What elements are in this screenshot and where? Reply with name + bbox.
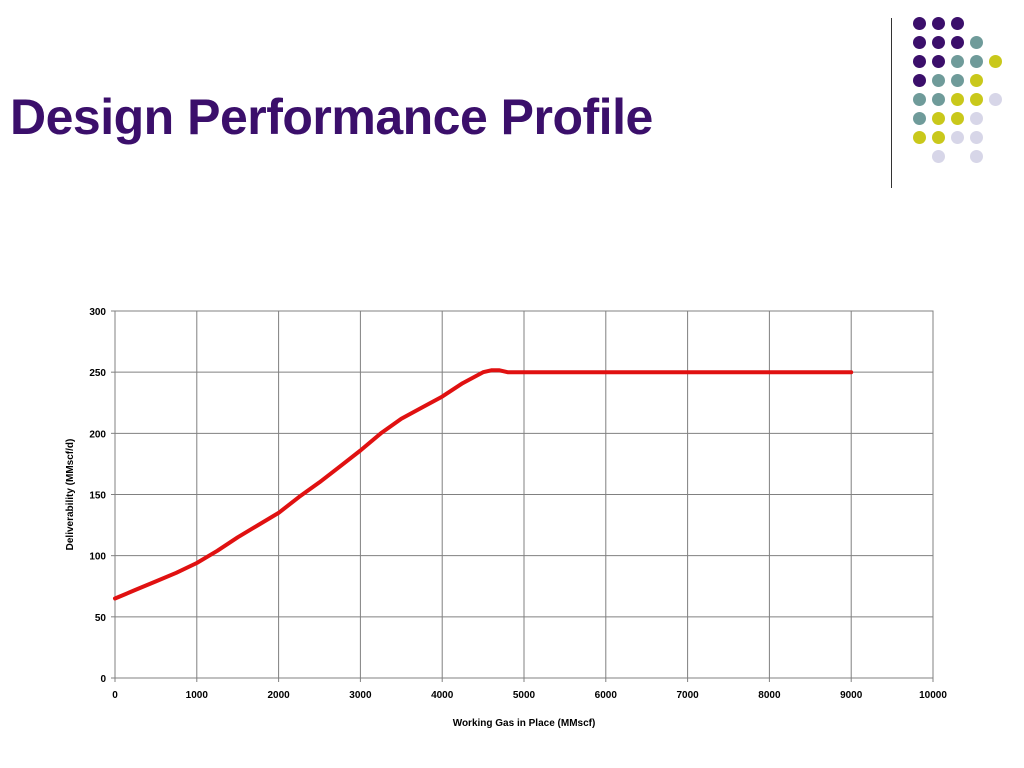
x-tick-label: 0 xyxy=(112,690,118,701)
x-tick-label: 5000 xyxy=(513,690,536,701)
decorative-vertical-divider xyxy=(891,18,892,188)
chart-grid xyxy=(114,310,934,679)
y-tick-label: 250 xyxy=(89,368,106,379)
y-tick-label: 300 xyxy=(89,307,106,318)
x-tick-label: 7000 xyxy=(676,690,699,701)
x-tick-label: 2000 xyxy=(267,690,290,701)
y-axis-title: Deliverability (MMscf/d) xyxy=(65,439,76,551)
y-tick-label: 0 xyxy=(100,674,106,685)
y-tick-label: 200 xyxy=(89,429,106,440)
x-tick-label: 9000 xyxy=(840,690,863,701)
y-tick-label: 150 xyxy=(89,491,106,502)
x-tick-label: 10000 xyxy=(919,690,947,701)
x-tick-label: 4000 xyxy=(431,690,454,701)
x-tick-label: 3000 xyxy=(349,690,372,701)
y-tick-label: 50 xyxy=(95,613,107,624)
x-tick-label: 1000 xyxy=(186,690,209,701)
slide-title: Design Performance Profile xyxy=(10,89,653,145)
x-tick-label: 8000 xyxy=(758,690,781,701)
x-tick-label: 6000 xyxy=(595,690,618,701)
axis-ticks: 0 1000 2000 3000 4000 5000 6000 7000 8000 9000 100… xyxy=(89,307,947,701)
series-line-deliverability xyxy=(113,368,854,601)
x-axis-title: Working Gas in Place (MMscf) xyxy=(453,718,596,729)
y-tick-label: 100 xyxy=(89,552,106,563)
